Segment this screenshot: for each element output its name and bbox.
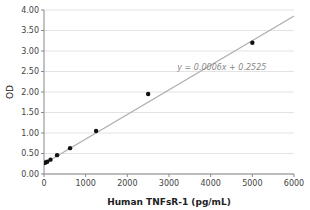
- grid-line: [44, 92, 294, 93]
- y-tick-label: 1.50: [21, 108, 39, 117]
- x-tick: [210, 174, 211, 177]
- x-tick: [294, 174, 295, 177]
- x-tick-label: 2000: [117, 179, 137, 188]
- grid-line: [44, 10, 294, 11]
- y-tick: [41, 112, 44, 113]
- x-tick: [85, 174, 86, 177]
- grid-line: [44, 153, 294, 154]
- x-tick: [169, 174, 170, 177]
- point: [68, 146, 72, 150]
- point: [250, 41, 254, 45]
- grid-line: [44, 30, 294, 31]
- y-tick: [41, 10, 44, 11]
- grid-line: [44, 51, 294, 52]
- chart: 0.00 0.50 1.00 1.50 2.00 2.50 3.00 3.50 4.00 0 100…: [0, 0, 310, 210]
- x-tick-label: 0: [41, 179, 46, 188]
- grid: [44, 10, 294, 174]
- x-tick-label: 4000: [200, 179, 220, 188]
- y-tick-label: 0.50: [21, 149, 39, 158]
- y-tick-label: 3.50: [21, 26, 39, 35]
- y-tick-label: 1.00: [21, 129, 39, 138]
- point: [94, 129, 98, 133]
- y-tick: [41, 92, 44, 93]
- y-tick: [41, 153, 44, 154]
- grid-line: [44, 112, 294, 113]
- axes: 0.00 0.50 1.00 1.50 2.00 2.50 3.00 3.50 4.00 0 100…: [21, 6, 304, 189]
- x-tick-label: 1000: [75, 179, 95, 188]
- y-tick: [41, 133, 44, 134]
- point: [146, 92, 150, 96]
- y-tick: [41, 71, 44, 72]
- y-tick-label: 0.00: [21, 170, 39, 179]
- plot-area: [44, 16, 294, 165]
- y-tick-label: 2.00: [21, 88, 39, 97]
- equation: y = 0.0006x + 0.2525: [176, 63, 266, 72]
- x-tick-label: 5000: [242, 179, 262, 188]
- point: [55, 153, 59, 157]
- x-tick-label: 3000: [159, 179, 179, 188]
- y-tick: [41, 30, 44, 31]
- y-tick-label: 2.50: [21, 67, 39, 76]
- point: [48, 157, 52, 161]
- x-tick: [127, 174, 128, 177]
- x-tick-label: 6000: [284, 179, 304, 188]
- y-tick-label: 4.00: [21, 6, 39, 15]
- trend-line: [44, 16, 294, 164]
- x-tick: [252, 174, 253, 177]
- y-tick-label: 3.00: [21, 47, 39, 56]
- y-axis-label: OD: [5, 85, 15, 99]
- grid-line: [44, 133, 294, 134]
- y-tick: [41, 51, 44, 52]
- x-axis-label: Human TNFsR-1 (pg/mL): [107, 197, 231, 207]
- x-tick: [44, 174, 45, 177]
